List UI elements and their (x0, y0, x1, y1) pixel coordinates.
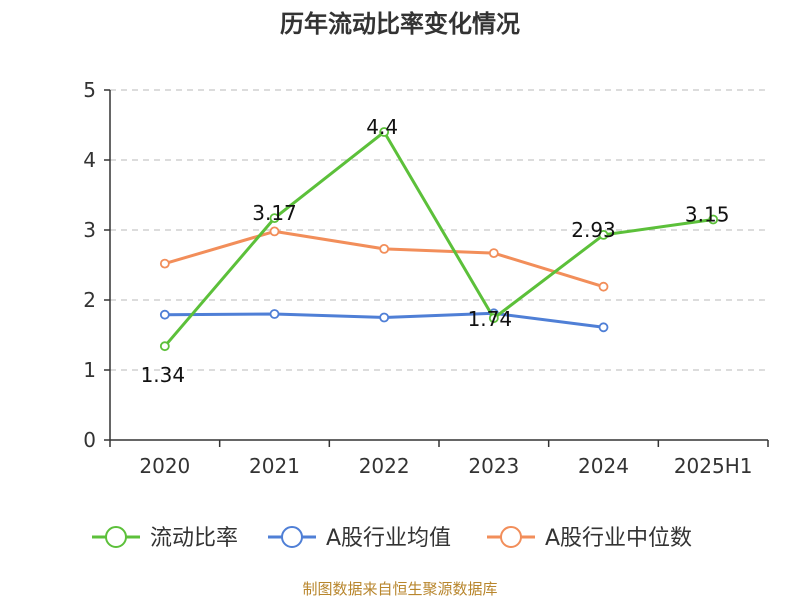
data-point-1-2022 (379, 312, 390, 323)
source-note: 制图数据来自恒生聚源数据库 (302, 580, 497, 598)
legend: 流动比率 A股行业均值 A股行业中位数 (92, 526, 692, 551)
y-tick-label: 0 (83, 428, 96, 452)
y-tick-label: 5 (83, 78, 96, 102)
legend-swatch-marker (500, 526, 522, 548)
data-point-0-2022 (379, 127, 390, 137)
data-point-0-2024 (598, 229, 609, 240)
x-tick-label-2024: 2024 (578, 454, 629, 478)
data-point-0-2023 (488, 313, 499, 324)
series-layer (159, 127, 719, 352)
legend-label: 流动比率 (150, 526, 238, 551)
x-tick-label-2021: 2021 (249, 454, 300, 478)
data-label-2023: 1.74 (468, 307, 513, 331)
data-label-2025H1: 3.15 (685, 203, 730, 227)
data-labels: 1.34 3.17 4.4 1.74 2.93 3.15 (141, 115, 730, 387)
legend-label: A股行业均值 (326, 526, 451, 551)
axes: 0 1 2 3 4 5 2020 2021 2022 2023 2024 2025H1 (83, 78, 769, 478)
legend-swatch-marker (105, 526, 127, 548)
y-tick-label: 3 (83, 218, 96, 242)
y-tick-label: 1 (83, 358, 96, 382)
legend-item-0: 流动比率 (92, 526, 238, 551)
data-point-2-2022 (379, 243, 390, 254)
legend-label: A股行业中位数 (545, 526, 692, 551)
grid-lines (110, 89, 768, 371)
x-tick-label-2025H1: 2025H1 (674, 454, 753, 478)
data-point-2-2024 (598, 281, 609, 292)
data-label-2021: 3.17 (252, 201, 297, 225)
series-line-2 (164, 229, 604, 289)
data-point-0-2021 (269, 213, 280, 224)
data-label-2024: 2.93 (571, 218, 616, 242)
x-tick-label-2020: 2020 (139, 454, 190, 478)
y-tick-label: 2 (83, 288, 96, 312)
data-point-1-2021 (269, 309, 280, 319)
legend-item-1: A股行业均值 (268, 526, 451, 551)
data-point-1-2024 (598, 322, 609, 333)
data-label-2022: 4.4 (366, 115, 398, 139)
data-point-2-2020 (159, 258, 170, 269)
legend-item-2: A股行业中位数 (487, 526, 692, 551)
data-point-0-2020 (159, 341, 170, 352)
data-point-0-2025H1 (708, 214, 719, 225)
legend-swatch-marker (281, 526, 303, 548)
data-label-2020: 1.34 (141, 363, 186, 387)
series-line-0 (163, 130, 714, 348)
x-tick-label-2023: 2023 (468, 454, 519, 478)
data-point-2-2021 (269, 226, 280, 237)
x-tick-label-2022: 2022 (359, 454, 410, 478)
y-tick-label: 4 (83, 148, 96, 172)
data-point-1-2020 (159, 309, 170, 320)
chart-title: 历年流动比率变化情况 (280, 10, 520, 38)
data-point-2-2023 (488, 248, 499, 259)
